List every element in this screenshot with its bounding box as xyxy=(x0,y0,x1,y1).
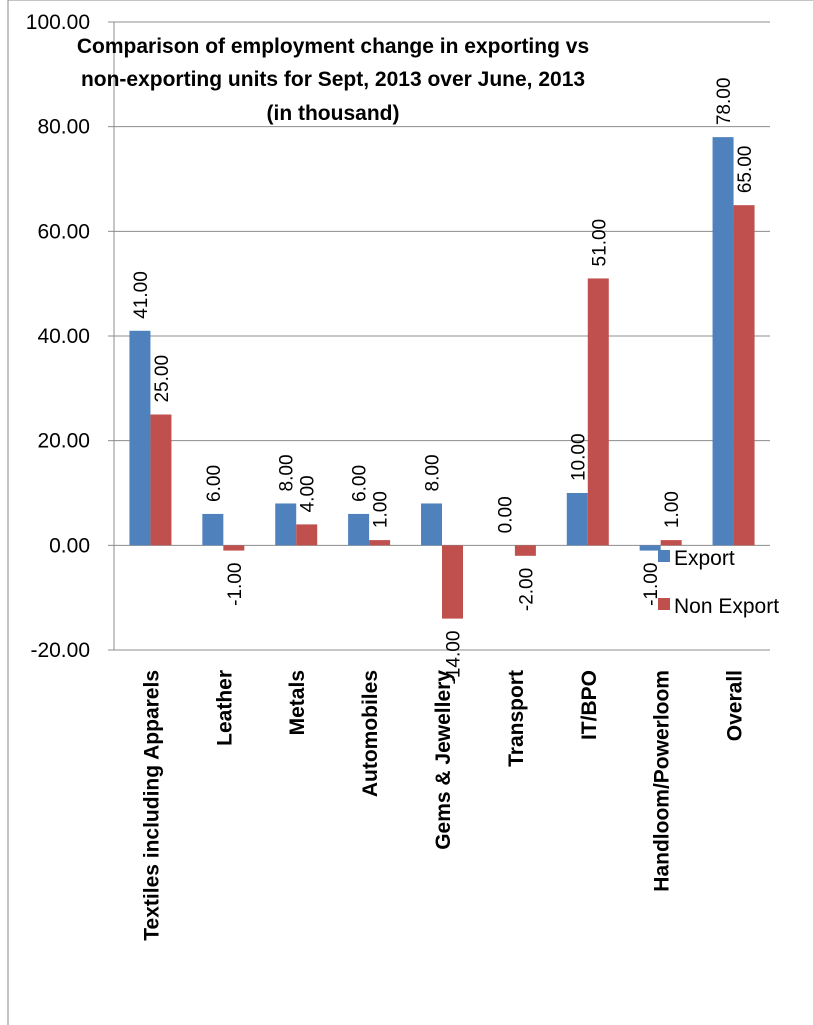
bars xyxy=(129,137,755,619)
x-tick-label: IT/BPO xyxy=(578,670,601,740)
x-tick-label: Handloom/Powerloom xyxy=(651,670,674,892)
data-label: -14.00 xyxy=(444,631,465,685)
bar-export xyxy=(275,503,297,546)
bar-non-export xyxy=(733,205,755,546)
legend: Export Non Export xyxy=(658,547,779,618)
bar-non-export xyxy=(296,524,318,546)
bar-export xyxy=(566,493,588,546)
chart-title-line-1: Comparison of employment change in expor… xyxy=(77,35,589,58)
data-label: 25.00 xyxy=(152,355,173,403)
x-tick-label: Metals xyxy=(286,670,309,735)
chart-title-line-2: non-exporting units for Sept, 2013 over … xyxy=(81,68,585,91)
bar-non-export xyxy=(587,278,609,546)
data-labels: 41.00 6.00 8.00 6.00 8.00 0.00 10.00 -1.00 78.00… xyxy=(131,78,756,685)
data-label: 0.00 xyxy=(495,496,516,533)
y-tick-label: 60.00 xyxy=(37,220,90,243)
bar-export xyxy=(348,513,370,546)
data-label: 41.00 xyxy=(131,271,152,319)
x-tick-label: Leather xyxy=(213,670,236,746)
data-label: -1.00 xyxy=(225,563,246,606)
x-tick-label: Textiles including Apparels xyxy=(140,670,163,941)
bar-non-export xyxy=(514,545,536,556)
y-tick-label: 100.00 xyxy=(26,11,90,34)
y-tick-label: 0.00 xyxy=(49,534,90,557)
bar-non-export xyxy=(442,545,463,619)
legend-swatch-export xyxy=(658,550,670,562)
bar-export xyxy=(421,503,442,546)
data-label: -1.00 xyxy=(641,563,662,606)
bar-export xyxy=(639,545,661,551)
y-tick-label: -20.00 xyxy=(30,639,90,662)
bar-export xyxy=(202,513,224,546)
axes xyxy=(108,21,115,651)
bar-non-export xyxy=(369,540,391,546)
data-label: 1.00 xyxy=(662,491,683,528)
bar-export xyxy=(129,330,151,546)
bar-non-export xyxy=(150,414,172,546)
y-tick-labels: 100.00 80.00 60.00 40.00 20.00 0.00 -20.00 xyxy=(26,11,90,662)
bar-export xyxy=(712,137,734,546)
x-tick-labels: Textiles including Apparels Leather Metals… xyxy=(140,670,746,941)
data-label: 6.00 xyxy=(204,465,225,502)
data-label: 51.00 xyxy=(589,219,610,267)
data-label: 65.00 xyxy=(735,146,756,194)
bar-non-export xyxy=(223,545,245,551)
chart-title: Comparison of employment change in expor… xyxy=(77,35,589,125)
y-tick-label: 40.00 xyxy=(37,325,90,348)
x-tick-label: Transport xyxy=(505,670,528,767)
legend-swatch-non-export xyxy=(658,598,670,610)
data-label: 4.00 xyxy=(298,475,319,512)
x-tick-label: Overall xyxy=(724,670,747,741)
data-label: 78.00 xyxy=(714,78,735,126)
chart-title-line-3: (in thousand) xyxy=(267,102,400,125)
data-label: 8.00 xyxy=(277,454,298,491)
data-label: 10.00 xyxy=(568,433,589,481)
y-tick-label: 80.00 xyxy=(37,116,90,139)
data-label: 6.00 xyxy=(350,465,371,502)
x-tick-label: Automobiles xyxy=(359,670,382,797)
legend-label-non-export: Non Export xyxy=(674,595,779,618)
data-label: 8.00 xyxy=(423,454,444,491)
legend-label-export: Export xyxy=(674,547,735,570)
bar-non-export xyxy=(660,540,682,546)
data-label: 1.00 xyxy=(371,491,392,528)
x-tick-label: Gems & Jewellery xyxy=(432,670,455,850)
y-tick-label: 20.00 xyxy=(37,430,90,453)
data-label: -2.00 xyxy=(516,568,537,611)
